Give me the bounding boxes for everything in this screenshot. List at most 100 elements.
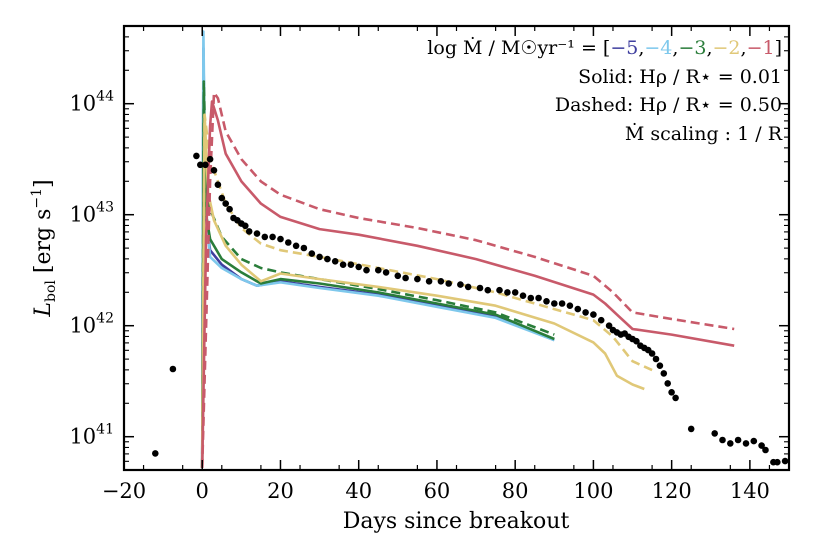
observation-point: [331, 258, 339, 265]
observation-point: [285, 239, 292, 246]
observation-point: [652, 355, 660, 363]
observation-point: [300, 244, 308, 252]
observation-point: [210, 167, 218, 174]
observation-point: [445, 280, 453, 287]
legend-line-solid: Solid: Hρ / R⋆ = 0.01: [578, 66, 782, 88]
observation-point: [566, 302, 574, 310]
observation-point: [464, 283, 472, 291]
observation-point: [242, 222, 249, 230]
observation-point: [496, 286, 503, 294]
observation-point: [597, 316, 605, 324]
legend-mdot-prefix: log Ṁ / M☉yr⁻¹ = [: [427, 36, 610, 59]
series-line-3: [200, 80, 555, 468]
x-tick-label: 0: [196, 479, 209, 503]
observation-point: [687, 425, 695, 433]
y-axis-label-unit-close: ]: [31, 179, 56, 188]
observation-point: [324, 255, 331, 263]
observation-point: [261, 233, 269, 241]
observation-point: [504, 289, 511, 296]
observation-point: [574, 305, 582, 313]
observations-layer: [152, 152, 789, 466]
observation-point: [226, 205, 233, 213]
observation-point: [382, 269, 390, 276]
y-axis-label-sub: bol: [43, 280, 59, 302]
x-tick-label: 20: [267, 479, 294, 503]
observation-point: [719, 436, 726, 444]
legend: log Ṁ / M☉yr⁻¹ = [−5,−4,−3,−2,−1] Solid:…: [427, 36, 782, 145]
x-tick-label: 100: [573, 479, 613, 503]
y-axis-label: Lbol [erg s−1]: [29, 179, 59, 317]
observation-point: [727, 440, 734, 447]
observation-point: [197, 161, 204, 169]
legend-line-mdot: log Ṁ / M☉yr⁻¹ = [−5,−4,−3,−2,−1]: [427, 36, 782, 59]
legend-mdot-value: −1: [747, 37, 775, 59]
observation-point: [543, 298, 550, 305]
legend-comma: ,: [706, 37, 712, 59]
observation-point: [457, 281, 464, 288]
series-line-5: [200, 113, 653, 468]
observation-point: [535, 294, 542, 302]
observation-point: [664, 380, 671, 387]
legend-mdot-suffix: ]: [775, 37, 782, 59]
plot-frame: [122, 24, 791, 472]
observation-point: [222, 200, 229, 207]
observation-point: [245, 228, 253, 235]
y-tick-label: 1044: [69, 89, 114, 116]
observation-point: [425, 278, 433, 285]
observation-point: [437, 278, 445, 285]
observation-point: [363, 266, 370, 274]
legend-comma: ,: [672, 37, 678, 59]
legend-line-dashed: Dashed: Hρ / R⋆ = 0.50: [555, 94, 782, 116]
observation-point: [742, 440, 750, 447]
x-tick-label: 80: [502, 479, 529, 503]
observation-point: [308, 250, 316, 257]
observation-point: [750, 437, 758, 445]
observation-point: [316, 253, 323, 261]
observation-point: [711, 430, 718, 437]
observation-point: [672, 394, 679, 402]
ticks-layer: −20 0 20 40 60 80 100 120 140 1041 1042 1043 1044: [69, 25, 789, 503]
observation-point: [169, 365, 177, 373]
y-axis-label-unit-open: [erg s: [31, 209, 56, 280]
legend-comma: ,: [638, 37, 644, 59]
observation-point: [633, 337, 640, 345]
observation-point: [511, 289, 519, 296]
observation-point: [347, 261, 355, 269]
y-tick-label: 1041: [69, 422, 114, 449]
observation-point: [292, 242, 300, 250]
observation-point: [193, 152, 200, 160]
observation-point: [668, 389, 675, 396]
observation-point: [214, 181, 222, 188]
observation-point: [774, 458, 781, 466]
observation-point: [590, 311, 597, 318]
observation-point: [206, 155, 214, 163]
series-line-1: [200, 30, 555, 468]
observation-point: [527, 294, 535, 302]
observation-point: [402, 274, 409, 282]
series-line-4: [200, 113, 645, 468]
observation-point: [558, 300, 566, 307]
series-layer: [200, 30, 735, 468]
y-tick-label: 1043: [69, 200, 114, 227]
y-tick-label: 1042: [69, 311, 114, 338]
observation-point: [519, 292, 527, 300]
legend-mdot-value: −4: [644, 37, 672, 59]
x-tick-label: 60: [424, 479, 451, 503]
observation-point: [476, 284, 484, 292]
observation-point: [648, 350, 656, 357]
y-axis-label-main: L: [31, 302, 56, 318]
observation-point: [253, 230, 261, 237]
x-tick-label: 140: [730, 479, 770, 503]
observation-point: [734, 436, 742, 444]
x-tick-label: −20: [102, 479, 146, 503]
observation-point: [277, 235, 284, 243]
observation-point: [605, 322, 613, 330]
legend-mdot-value: −2: [713, 37, 741, 59]
series-line-0: [200, 46, 555, 468]
y-axis-label-unit-exp: −1: [29, 188, 45, 209]
x-tick-label: 120: [652, 479, 692, 503]
x-axis-label: Days since breakout: [343, 509, 570, 534]
observation-point: [218, 194, 226, 202]
observation-point: [355, 263, 363, 271]
